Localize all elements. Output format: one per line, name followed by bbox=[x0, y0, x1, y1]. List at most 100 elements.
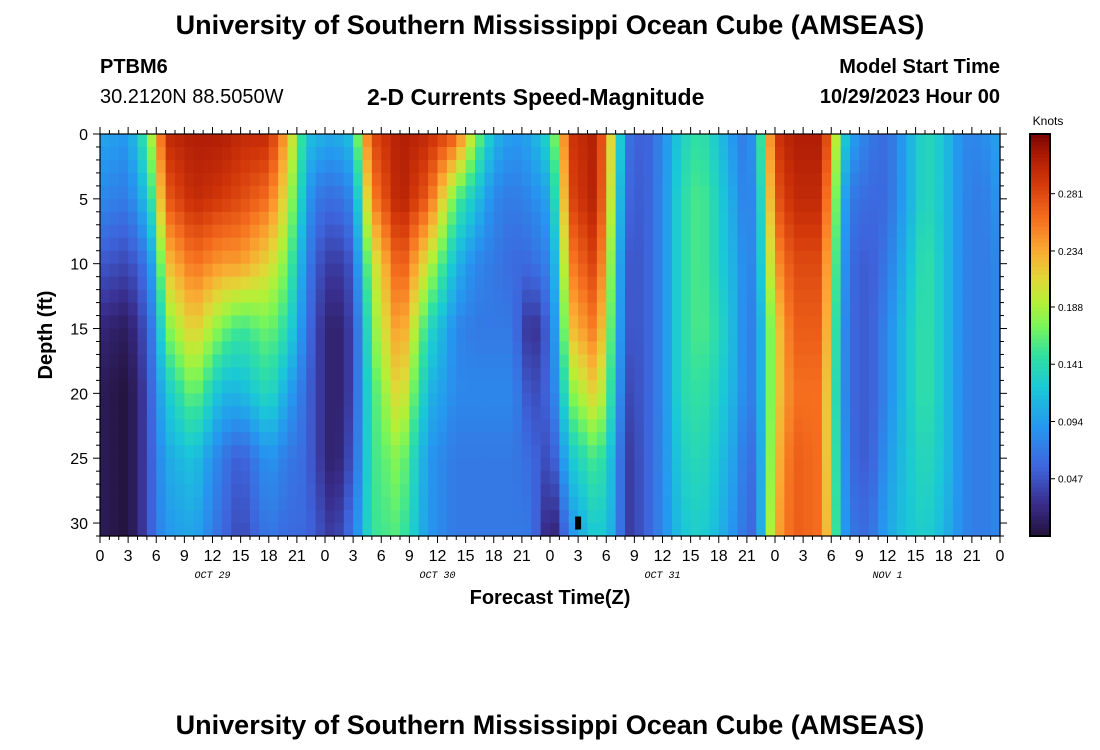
heatmap-cell bbox=[512, 458, 523, 472]
heatmap-cell bbox=[709, 380, 720, 394]
heatmap-cell bbox=[578, 523, 589, 537]
heatmap-cell bbox=[981, 380, 992, 394]
heatmap-cell bbox=[878, 406, 889, 420]
colorbar-segment bbox=[1030, 330, 1050, 336]
heatmap-cell bbox=[737, 523, 748, 537]
heatmap-cell bbox=[793, 198, 804, 213]
heatmap-cell bbox=[296, 510, 307, 524]
heatmap-cell bbox=[990, 354, 1001, 369]
heatmap-cell bbox=[493, 159, 504, 174]
heatmap-cell bbox=[596, 134, 607, 148]
heatmap-cell bbox=[943, 523, 954, 537]
heatmap-cell bbox=[418, 315, 429, 330]
heatmap-cell bbox=[240, 146, 251, 161]
heatmap-cell bbox=[821, 159, 832, 174]
heatmap-cell bbox=[184, 315, 195, 330]
heatmap-cell bbox=[137, 159, 148, 174]
heatmap-cell bbox=[156, 510, 167, 524]
heatmap-cell bbox=[793, 458, 804, 472]
heatmap-cell bbox=[831, 458, 842, 472]
heatmap-cell bbox=[268, 406, 279, 420]
heatmap-cell bbox=[540, 211, 551, 226]
heatmap-cell bbox=[925, 406, 935, 420]
heatmap-cell bbox=[718, 484, 729, 498]
heatmap-cell bbox=[446, 380, 457, 394]
heatmap-cell bbox=[259, 211, 270, 226]
heatmap-cell bbox=[784, 224, 795, 239]
heatmap-cell bbox=[109, 432, 120, 446]
heatmap-cell bbox=[193, 237, 204, 252]
heatmap-cell bbox=[193, 432, 204, 446]
heatmap-cell bbox=[456, 393, 467, 407]
heatmap-cell bbox=[803, 354, 814, 369]
heatmap-cell bbox=[812, 172, 823, 187]
heatmap-cell bbox=[137, 185, 148, 200]
heatmap-cell bbox=[587, 471, 598, 485]
heatmap-cell bbox=[925, 263, 935, 278]
heatmap-cell bbox=[746, 315, 757, 330]
heatmap-cell bbox=[446, 289, 457, 304]
heatmap-cell bbox=[831, 341, 842, 356]
heatmap-cell bbox=[343, 185, 354, 200]
heatmap-cell bbox=[446, 497, 457, 511]
heatmap-cell bbox=[925, 185, 935, 200]
heatmap-cell bbox=[784, 354, 795, 369]
heatmap-cell bbox=[812, 419, 823, 433]
heatmap-cell bbox=[409, 289, 420, 304]
heatmap-cell bbox=[662, 393, 673, 407]
heatmap-cell bbox=[690, 237, 701, 252]
heatmap-cell bbox=[428, 458, 439, 472]
heatmap-cell bbox=[325, 458, 335, 472]
heatmap-cell bbox=[475, 445, 485, 459]
heatmap-cell bbox=[587, 315, 598, 330]
heatmap-cell bbox=[446, 354, 457, 369]
heatmap-cell bbox=[287, 263, 298, 278]
heatmap-cell bbox=[390, 198, 401, 213]
heatmap-cell bbox=[484, 159, 495, 174]
heatmap-cell bbox=[156, 250, 167, 265]
heatmap-cell bbox=[775, 198, 785, 213]
heatmap-cell bbox=[840, 354, 851, 369]
heatmap-cell bbox=[250, 172, 260, 187]
heatmap-cell bbox=[128, 211, 139, 226]
heatmap-cell bbox=[353, 354, 364, 369]
heatmap-cell bbox=[353, 198, 364, 213]
heatmap-cell bbox=[709, 237, 720, 252]
heatmap-cell bbox=[165, 172, 176, 187]
heatmap-cell bbox=[559, 198, 570, 213]
heatmap-cell bbox=[334, 445, 345, 459]
heatmap-cell bbox=[493, 276, 504, 291]
heatmap-cell bbox=[428, 185, 439, 200]
heatmap-cell bbox=[971, 289, 982, 304]
colorbar-segment bbox=[1030, 483, 1050, 489]
heatmap-cell bbox=[315, 146, 326, 161]
heatmap-cell bbox=[671, 211, 682, 226]
heatmap-cell bbox=[559, 510, 570, 524]
heatmap-cell bbox=[840, 263, 851, 278]
heatmap-cell bbox=[175, 159, 185, 174]
heatmap-cell bbox=[634, 484, 645, 498]
heatmap-cell bbox=[840, 510, 851, 524]
heatmap-cell bbox=[146, 146, 157, 161]
heatmap-cell bbox=[681, 354, 692, 369]
heatmap-cell bbox=[381, 406, 392, 420]
heatmap-cell bbox=[137, 419, 148, 433]
heatmap-cell bbox=[296, 367, 307, 381]
heatmap-cell bbox=[306, 146, 317, 161]
heatmap-cell bbox=[653, 263, 664, 278]
heatmap-cell bbox=[343, 302, 354, 317]
heatmap-cell bbox=[465, 276, 476, 291]
heatmap-cell bbox=[653, 224, 664, 239]
heatmap-cell bbox=[381, 367, 392, 381]
heatmap-cell bbox=[259, 172, 270, 187]
heatmap-cell bbox=[887, 471, 898, 485]
heatmap-cell bbox=[100, 510, 110, 524]
heatmap-cell bbox=[315, 523, 326, 537]
heatmap-cell bbox=[278, 172, 289, 187]
heatmap-cell bbox=[803, 341, 814, 356]
heatmap-cell bbox=[371, 393, 382, 407]
heatmap-cell bbox=[887, 497, 898, 511]
heatmap-cell bbox=[540, 523, 551, 537]
heatmap-cell bbox=[428, 289, 439, 304]
heatmap-cell bbox=[221, 315, 232, 330]
